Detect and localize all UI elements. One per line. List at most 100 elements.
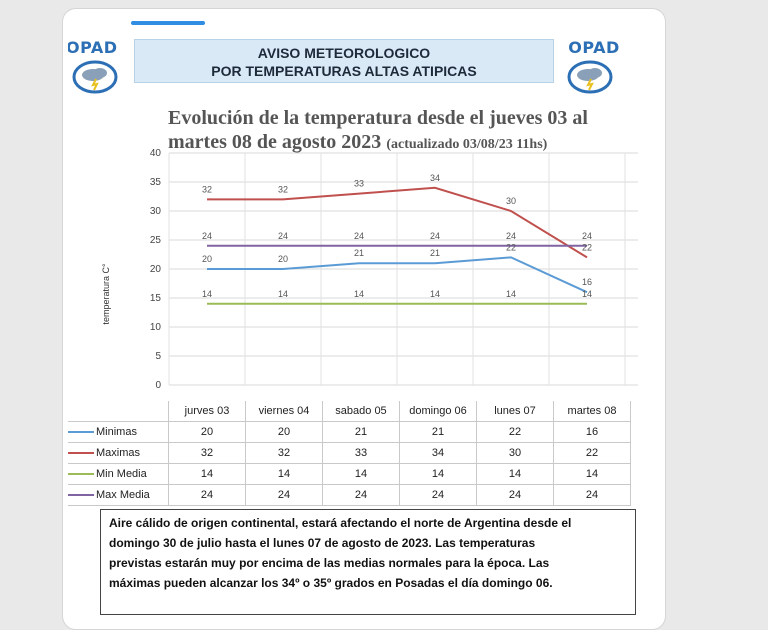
y-tick-label: 35 [150, 177, 162, 188]
temperature-line-chart: 0 5 10 15 20 25 30 35 40 20 20 21 21 22 16 32 32 33 34 30 22… [150, 148, 638, 391]
logo-right-text: OPAD [568, 38, 620, 57]
legend-label: Max Media [96, 489, 150, 501]
table-cell: 30 [476, 442, 554, 464]
table-cell: 24 [322, 484, 400, 506]
table-cell: 14 [322, 463, 400, 485]
table-cell: 24 [245, 484, 323, 506]
legend-max-media: Max Media [68, 484, 169, 506]
data-label: 22 [506, 242, 516, 252]
storm-cloud-icon [567, 60, 613, 99]
alert-title-line2: POR TEMPERATURAS ALTAS ATIPICAS [211, 63, 477, 79]
y-tick-label: 0 [155, 380, 161, 391]
data-label: 24 [506, 231, 516, 241]
table-cell: 24 [553, 484, 631, 506]
data-label: 21 [430, 248, 440, 258]
weather-bulletin: OPAD OPAD AVISO METEOROLOGICO POR TEMPER… [68, 34, 638, 616]
table-cell: 32 [168, 442, 246, 464]
opad-logo-left: OPAD [68, 34, 130, 98]
data-label: 14 [202, 289, 212, 299]
series-line-minimas [207, 256, 588, 294]
legend-label: Maximas [96, 447, 141, 459]
data-table: jurves 03 viernes 04 sabado 05 domingo 0… [68, 401, 631, 506]
table-row: Max Media 24 24 24 24 24 24 [68, 484, 631, 506]
data-label: 14 [430, 289, 440, 299]
table-cell: 16 [553, 421, 631, 443]
data-label: 21 [354, 248, 364, 258]
table-cell: 24 [399, 484, 477, 506]
y-tick-label: 5 [155, 351, 161, 362]
legend-minimas: Minimas [68, 421, 169, 443]
y-tick-label: 25 [150, 235, 162, 246]
logo-left-text: OPAD [68, 38, 118, 57]
opad-logo-right: OPAD [563, 34, 625, 98]
data-label: 14 [506, 289, 516, 299]
table-corner [68, 401, 169, 422]
table-cell: 14 [245, 463, 323, 485]
table-cell: 20 [168, 421, 246, 443]
tab-indicator [131, 21, 205, 25]
alert-title-line1: AVISO METEOROLOGICO [257, 45, 431, 61]
table-cell: 33 [322, 442, 400, 464]
table-cell: 34 [399, 442, 477, 464]
table-header-cell: viernes 04 [245, 401, 323, 422]
table-cell: 22 [553, 442, 631, 464]
data-label: 14 [278, 289, 288, 299]
table-cell: 21 [322, 421, 400, 443]
chart-title-line2: martes 08 de agosto 2023 [168, 131, 382, 153]
series-line-maximas [207, 186, 588, 259]
data-label: 30 [506, 196, 516, 206]
legend-label: Min Media [96, 468, 147, 480]
legend-swatch [68, 473, 94, 476]
table-cell: 14 [399, 463, 477, 485]
table-header-cell: domingo 06 [399, 401, 477, 422]
data-label: 20 [202, 254, 212, 264]
table-header-cell: sabado 05 [322, 401, 400, 422]
y-tick-label: 30 [150, 206, 162, 217]
table-row: Minimas 20 20 21 21 22 16 [68, 421, 631, 443]
y-tick-label: 10 [150, 322, 162, 333]
forecast-note: Aire cálido de origen continental, estar… [100, 509, 636, 615]
data-label: 16 [582, 277, 592, 287]
y-tick-label: 40 [150, 148, 162, 159]
table-cell: 22 [476, 421, 554, 443]
legend-swatch [68, 431, 94, 434]
data-label: 24 [354, 231, 364, 241]
table-header-row: jurves 03 viernes 04 sabado 05 domingo 0… [68, 401, 631, 422]
data-label: 14 [582, 289, 592, 299]
storm-cloud-icon [72, 60, 118, 99]
alert-header: AVISO METEOROLOGICO POR TEMPERATURAS ALT… [134, 39, 554, 83]
chart-title: Evolución de la temperatura desde el jue… [168, 106, 638, 157]
table-cell: 21 [399, 421, 477, 443]
note-line: previstas estarán muy por encima de las … [109, 556, 550, 570]
table-cell: 20 [245, 421, 323, 443]
data-label: 24 [430, 231, 440, 241]
data-label: 32 [202, 184, 212, 194]
legend-swatch [68, 494, 94, 497]
data-label: 20 [278, 254, 288, 264]
data-label: 33 [354, 179, 364, 189]
table-cell: 32 [245, 442, 323, 464]
legend-maximas: Maximas [68, 442, 169, 464]
legend-swatch [68, 452, 94, 455]
legend-label: Minimas [96, 426, 137, 438]
table-cell: 14 [476, 463, 554, 485]
data-label: 34 [430, 173, 440, 183]
table-cell: 14 [553, 463, 631, 485]
table-cell: 24 [168, 484, 246, 506]
note-line: Aire cálido de origen continental, estar… [109, 516, 572, 530]
data-label: 14 [354, 289, 364, 299]
chart-update-note: (actualizado 03/08/23 11hs) [386, 137, 548, 152]
y-tick-label: 20 [150, 264, 162, 275]
data-label: 22 [582, 242, 592, 252]
y-tick-label: 15 [150, 293, 162, 304]
chart-title-line1: Evolución de la temperatura desde el jue… [168, 107, 588, 129]
legend-min-media: Min Media [68, 463, 169, 485]
data-label: 24 [202, 231, 212, 241]
data-label: 32 [278, 184, 288, 194]
note-line: domingo 30 de julio hasta el lunes 07 de… [109, 536, 536, 550]
table-cell: 24 [476, 484, 554, 506]
table-row: Maximas 32 32 33 34 30 22 [68, 442, 631, 464]
table-row: Min Media 14 14 14 14 14 14 [68, 463, 631, 485]
data-label: 24 [278, 231, 288, 241]
data-label: 24 [582, 231, 592, 241]
